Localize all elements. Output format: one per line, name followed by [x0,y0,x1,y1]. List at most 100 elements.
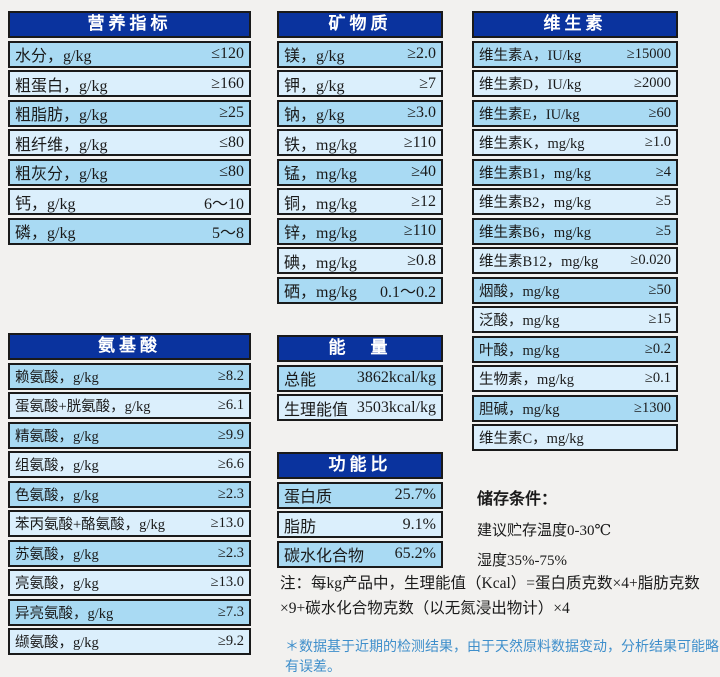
row-label: 维生素C，mg/kg [479,431,584,447]
row-value: ≥0.1 [644,370,671,386]
row-value: 3862kcal/kg [356,369,436,386]
row-label: 维生素A，IU/kg [479,47,582,64]
row-label: 粗蛋白，g/kg [15,77,108,95]
row-value: ≥3.0 [407,104,436,121]
row-value: ≥1300 [634,399,671,416]
row-value: ≥2.3 [217,485,244,502]
energy-table-header: 能 量 [277,335,443,362]
ratio-table-rows: 蛋白质 25.7% 脂肪 9.1% 碳水化合物 65.2% [277,481,443,568]
row-value: ≥6.1 [217,397,244,413]
row-label: 磷，g/kg [15,225,76,242]
row-label: 精氨酸，g/kg [15,428,99,445]
table-row: 色氨酸，g/kg ≥2.3 [8,480,251,508]
row-label: 苯丙氨酸+酪氨酸，g/kg [15,517,165,533]
table-row: 苏氨酸，g/kg ≥2.3 [8,539,251,567]
minerals-table-rows: 镁，g/kg ≥2.0 钾，g/kg ≥7 钠，g/kg ≥3.0 铁，mg/kg ≥110 锰… [277,40,443,304]
table-row: 精氨酸，g/kg ≥9.9 [8,421,251,449]
row-label: 铜，mg/kg [284,195,357,213]
row-label: 水分，g/kg [15,48,92,65]
table-row: 粗蛋白，g/kg ≥160 [8,70,251,97]
table-row: 碘，mg/kg ≥0.8 [277,247,443,274]
row-label: 锌，mg/kg [284,225,357,242]
row-label: 维生素B2，mg/kg [479,195,591,211]
row-value: ≥160 [211,74,244,92]
table-row: 维生素B1，mg/kg ≥4 [472,158,678,186]
amino-acids-table-header: 氨基酸 [8,333,251,360]
row-label: 钠，g/kg [284,107,345,124]
table-row: 锰，mg/kg ≥40 [277,158,443,186]
vitamins-table-header: 维生素 [472,11,678,38]
row-value: ≥0.2 [644,340,671,357]
table-row: 组氨酸，g/kg ≥6.6 [8,451,251,478]
row-value: ≤80 [219,133,244,151]
ratio-table-header: 功能比 [277,452,443,479]
table-row: 镁，g/kg ≥2.0 [277,40,443,68]
row-label: 生物素，mg/kg [479,372,575,388]
nutrition-table: 营养指标 水分，g/kg ≤120 粗蛋白，g/kg ≥160 粗脂肪，g/kg ≥25 粗… [8,11,251,247]
table-row: 泛酸，mg/kg ≥15 [472,306,678,333]
storage-temperature: 建议贮存温度0-30℃ [477,523,612,539]
row-value: ≥40 [411,163,436,180]
row-value: ≥15000 [626,45,671,62]
table-row: 钠，g/kg ≥3.0 [277,99,443,127]
minerals-table: 矿物质 镁，g/kg ≥2.0 钾，g/kg ≥7 钠，g/kg ≥3.0 铁，mg/kg ≥… [277,11,443,306]
table-row: 粗脂肪，g/kg ≥25 [8,99,251,127]
row-value: 0.1～0.2 [379,284,436,301]
row-value: ≥2.3 [217,544,244,561]
row-value: ≥7.3 [217,603,244,620]
row-value: ≥9.2 [217,633,244,649]
row-label: 硒，mg/kg [284,284,357,301]
row-label: 粗纤维，g/kg [15,136,108,154]
table-row: 维生素D，IU/kg ≥2000 [472,70,678,97]
table-row: 苯丙氨酸+酪氨酸，g/kg ≥13.0 [8,510,251,537]
row-value: 9.1% [402,515,436,533]
table-row: 维生素B2，mg/kg ≥5 [472,188,678,215]
row-value: 6～10 [203,195,244,213]
table-row: 维生素B12，mg/kg ≥0.020 [472,247,678,274]
table-row: 碳水化合物 65.2% [277,540,443,568]
amino-acids-table-rows: 赖氨酸，g/kg ≥8.2 蛋氨酸+胱氨酸，g/kg ≥6.1 精氨酸，g/kg ≥9.9… [8,362,251,655]
row-value: ≥4 [655,163,671,180]
row-value: ≥25 [219,104,244,121]
row-label: 泛酸，mg/kg [479,313,560,329]
amino-acids-table: 氨基酸 赖氨酸，g/kg ≥8.2 蛋氨酸+胱氨酸，g/kg ≥6.1 精氨酸，g/kg… [8,333,251,658]
table-row: 维生素B6，mg/kg ≥5 [472,217,678,245]
table-row: 维生素A，IU/kg ≥15000 [472,40,678,68]
row-label: 维生素K，mg/kg [479,136,585,152]
row-label: 异亮氨酸，g/kg [15,605,114,622]
row-value: ≥50 [648,281,671,298]
row-label: 烟酸，mg/kg [479,283,560,300]
row-value: ≥9.9 [217,426,244,443]
row-label: 赖氨酸，g/kg [15,369,99,386]
row-label: 碘，mg/kg [284,254,357,272]
row-value: ≥13.0 [210,515,244,531]
table-row: 叶酸，mg/kg ≥0.2 [472,335,678,363]
table-row: 生理能值 3503kcal/kg [277,394,443,421]
row-label: 苏氨酸，g/kg [15,546,99,563]
row-label: 维生素B6，mg/kg [479,224,591,241]
row-label: 维生素D，IU/kg [479,77,582,93]
row-value: ≥5 [655,193,671,209]
vitamins-table: 维生素 维生素A，IU/kg ≥15000 维生素D，IU/kg ≥2000 维生素E，… [472,11,678,454]
row-label: 粗灰分，g/kg [15,166,108,183]
nutrition-table-header: 营养指标 [8,11,251,38]
row-label: 缬氨酸，g/kg [15,635,99,651]
storage-conditions: 储存条件： 建议贮存温度0-30℃ 湿度35%-75% [477,485,715,576]
row-value: ≥0.8 [407,251,436,269]
row-value: ≥7 [419,74,436,92]
table-row: 粗灰分，g/kg ≤80 [8,158,251,186]
row-value: ≥8.2 [217,367,244,384]
row-label: 铁，mg/kg [284,136,357,154]
table-row: 水分，g/kg ≤120 [8,40,251,68]
row-label: 蛋氨酸+胱氨酸，g/kg [15,399,151,415]
energy-table: 能 量 总能 3862kcal/kg 生理能值 3503kcal/kg [277,335,443,424]
formula-note: 注：每kg产品中，生理能值（Kcal）=蛋白质克数×4+脂肪克数×9+碳水化合物… [280,575,700,617]
table-row: 亮氨酸，g/kg ≥13.0 [8,569,251,596]
row-value: ≥0.020 [630,252,671,268]
row-value: ≥60 [648,104,671,121]
table-row: 胆碱，mg/kg ≥1300 [472,394,678,422]
table-row: 缬氨酸，g/kg ≥9.2 [8,628,251,655]
row-label: 镁，g/kg [284,48,345,65]
energy-table-rows: 总能 3862kcal/kg 生理能值 3503kcal/kg [277,364,443,421]
